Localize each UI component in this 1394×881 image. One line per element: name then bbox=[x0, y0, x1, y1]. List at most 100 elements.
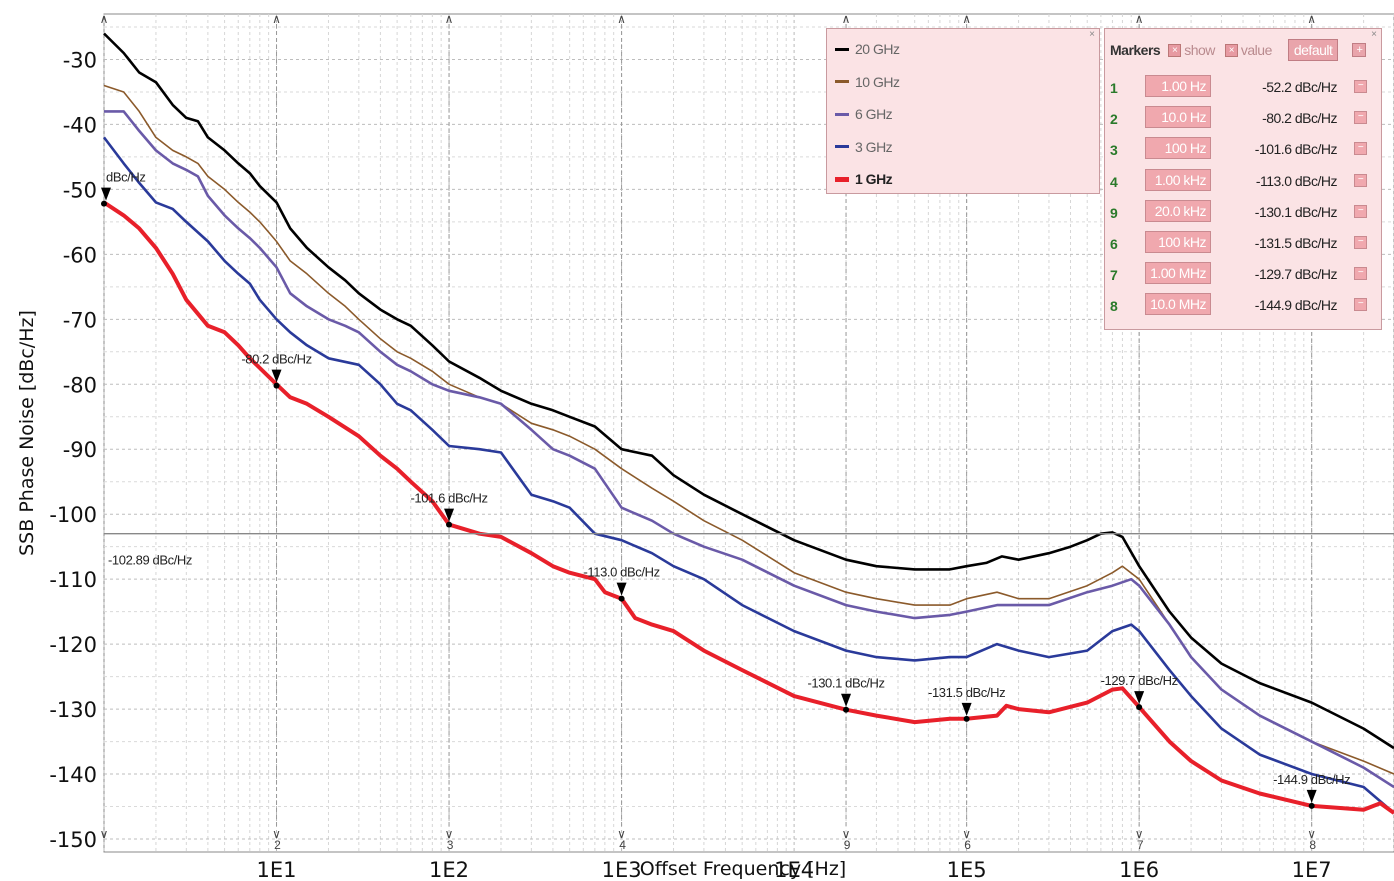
marker-value-label: -144.9 dBc/Hz bbox=[1273, 772, 1350, 787]
legend-item[interactable]: 3 GHz bbox=[835, 137, 893, 157]
legend-label: 10 GHz bbox=[855, 73, 900, 90]
series-lines bbox=[102, 32, 1394, 815]
marker-triangle-icon bbox=[1134, 691, 1145, 705]
marker-row: 7 1.00 MHz -129.7 dBc/Hz − bbox=[1105, 260, 1383, 288]
x-tick-label: 1E6 bbox=[1119, 858, 1159, 881]
legend-label: 1 GHz bbox=[855, 171, 893, 187]
marker-line-bottom-icon: ∨ bbox=[1307, 827, 1316, 841]
marker-value-label: -131.5 dBc/Hz bbox=[928, 685, 1005, 700]
marker-line-top-icon: ∧ bbox=[445, 12, 454, 26]
marker-value: -101.6 dBc/Hz bbox=[1254, 141, 1338, 158]
y-tick-label: -130 bbox=[49, 698, 97, 722]
default-button[interactable]: default bbox=[1287, 39, 1339, 61]
marker-id: 1 bbox=[1110, 80, 1118, 96]
marker-triangle-icon bbox=[961, 702, 972, 716]
marker-line-top-icon: ∧ bbox=[962, 12, 971, 26]
series-line bbox=[103, 32, 1394, 750]
marker-triangle-icon bbox=[841, 693, 852, 707]
marker-row: 6 100 kHz -131.5 dBc/Hz − bbox=[1105, 229, 1383, 257]
marker-line-top-icon: ∧ bbox=[1307, 12, 1316, 26]
marker-frequency-field[interactable]: 1.00 kHz bbox=[1145, 168, 1211, 191]
remove-marker-icon[interactable]: − bbox=[1354, 204, 1367, 218]
marker-line-id: 3 bbox=[447, 838, 454, 852]
marker-frequency-field[interactable]: 100 kHz bbox=[1145, 231, 1211, 253]
marker-point bbox=[446, 521, 453, 528]
marker-line-top-icon: ∧ bbox=[100, 12, 109, 26]
marker-frequency-field[interactable]: 10.0 Hz bbox=[1145, 106, 1211, 129]
legend-item[interactable]: 6 GHz bbox=[835, 104, 893, 124]
marker-line-top-icon: ∧ bbox=[617, 12, 626, 26]
x-tick-label: 1E3 bbox=[602, 858, 642, 881]
marker-value: -113.0 dBc/Hz bbox=[1255, 172, 1338, 189]
y-tick-label: -100 bbox=[49, 503, 97, 527]
marker-value: -131.5 dBc/Hz bbox=[1254, 235, 1338, 251]
x-tick-label: 1E2 bbox=[429, 858, 469, 881]
value-label: value bbox=[1240, 42, 1272, 58]
remove-marker-icon[interactable]: − bbox=[1354, 236, 1367, 249]
add-marker-icon[interactable]: + bbox=[1352, 43, 1367, 57]
marker-id: 2 bbox=[1110, 111, 1118, 128]
marker-row: 2 10.0 Hz -80.2 dBc/Hz − bbox=[1105, 104, 1383, 132]
remove-marker-icon[interactable]: − bbox=[1354, 298, 1367, 312]
legend-item[interactable]: 10 GHz bbox=[835, 72, 900, 92]
markers-panel: × Markers × show × value default + 1 1.00… bbox=[1104, 28, 1382, 330]
marker-triangle-icon bbox=[271, 369, 282, 383]
marker-line-top-icon: ∧ bbox=[842, 12, 851, 26]
legend-panel: × 20 GHz 10 GHz 6 GHz 3 GHz 1 GHz bbox=[826, 28, 1100, 194]
marker-id: 9 bbox=[1110, 204, 1118, 221]
marker-frequency-field[interactable]: 20.0 kHz bbox=[1145, 199, 1211, 222]
legend-label: 6 GHz bbox=[855, 106, 893, 122]
marker-row: 4 1.00 kHz -113.0 dBc/Hz − bbox=[1105, 167, 1383, 195]
marker-value-label: dBc/Hz bbox=[106, 170, 146, 185]
legend-swatch bbox=[835, 176, 849, 182]
y-tick-label: -30 bbox=[63, 48, 97, 72]
marker-line-bottom-icon: ∨ bbox=[617, 827, 626, 841]
marker-triangle-icon bbox=[444, 508, 455, 522]
marker-point bbox=[1136, 704, 1143, 711]
marker-point bbox=[618, 595, 625, 602]
value-checkbox[interactable]: × bbox=[1224, 43, 1238, 57]
remove-marker-icon[interactable]: − bbox=[1354, 267, 1367, 281]
legend-swatch bbox=[835, 112, 849, 116]
y-tick-label: -120 bbox=[49, 633, 97, 657]
y-axis-title: SSB Phase Noise [dBc/Hz] bbox=[16, 310, 38, 556]
marker-triangle-icon bbox=[1306, 789, 1317, 803]
x-axis-title: Offset Frequency [Hz] bbox=[640, 858, 846, 880]
marker-line-bottom-icon: ∨ bbox=[1135, 827, 1144, 841]
marker-line-bottom-icon: ∨ bbox=[962, 827, 971, 841]
marker-frequency-field[interactable]: 100 Hz bbox=[1145, 137, 1211, 160]
remove-marker-icon[interactable]: − bbox=[1354, 80, 1367, 93]
y-tick-label: -50 bbox=[63, 178, 97, 202]
marker-line-id: 7 bbox=[1137, 838, 1144, 852]
marker-frequency-field[interactable]: 1.00 Hz bbox=[1145, 75, 1211, 97]
marker-value-label: -129.7 dBc/Hz bbox=[1101, 673, 1178, 688]
show-checkbox[interactable]: × bbox=[1168, 43, 1182, 57]
marker-id: 7 bbox=[1110, 267, 1118, 284]
markers-close-icon[interactable]: × bbox=[1371, 29, 1377, 40]
point-annotations: dBc/Hz -80.2 dBc/Hz -101.6 dBc/Hz -113.0 dB… bbox=[101, 170, 1351, 809]
marker-value: -130.1 dBc/Hz bbox=[1254, 203, 1338, 220]
x-axis-ticks: 1E1 1E2 1E3 1E4 1E5 1E6 1E7 bbox=[257, 858, 1332, 881]
marker-value: -52.2 dBc/Hz bbox=[1262, 79, 1337, 95]
y-tick-label: -110 bbox=[49, 568, 97, 592]
remove-marker-icon[interactable]: − bbox=[1354, 142, 1367, 156]
marker-point bbox=[843, 706, 850, 713]
marker-line-top-icon: ∧ bbox=[1135, 12, 1144, 26]
marker-line-id: 2 bbox=[274, 838, 281, 852]
series-line bbox=[103, 84, 1394, 775]
remove-marker-icon[interactable]: − bbox=[1354, 111, 1367, 125]
marker-frequency-field[interactable]: 10.0 MHz bbox=[1145, 293, 1211, 316]
legend-close-icon[interactable]: × bbox=[1089, 29, 1095, 40]
marker-id: 4 bbox=[1110, 173, 1118, 190]
y-tick-label: -60 bbox=[63, 243, 97, 267]
legend-item[interactable]: 1 GHz bbox=[835, 169, 893, 189]
legend-item[interactable]: 20 GHz bbox=[835, 39, 900, 59]
y-tick-label: -70 bbox=[63, 308, 97, 332]
marker-frequency-field[interactable]: 1.00 MHz bbox=[1145, 262, 1211, 285]
marker-point bbox=[1308, 802, 1315, 809]
remove-marker-icon[interactable]: − bbox=[1354, 173, 1367, 187]
legend-swatch bbox=[835, 47, 849, 51]
series-line bbox=[102, 136, 1394, 814]
marker-row: 9 20.0 kHz -130.1 dBc/Hz − bbox=[1105, 198, 1383, 226]
marker-line-id: 6 bbox=[964, 838, 971, 852]
